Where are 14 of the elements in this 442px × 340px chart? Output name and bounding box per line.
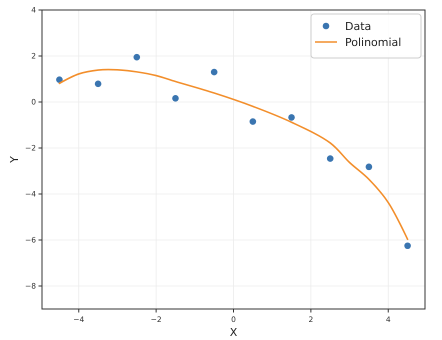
point (288, 114, 295, 121)
point (250, 118, 256, 125)
x-axis-title: X (230, 326, 238, 339)
legend-label: Polinomial (345, 36, 402, 49)
point (133, 54, 140, 60)
y-axis-title: Y (8, 156, 21, 164)
point (404, 242, 411, 250)
point (366, 164, 372, 170)
legend-label: Data (345, 20, 372, 33)
point (56, 76, 63, 83)
point (326, 155, 334, 162)
point (172, 95, 179, 102)
point (210, 68, 218, 76)
point (94, 80, 102, 88)
